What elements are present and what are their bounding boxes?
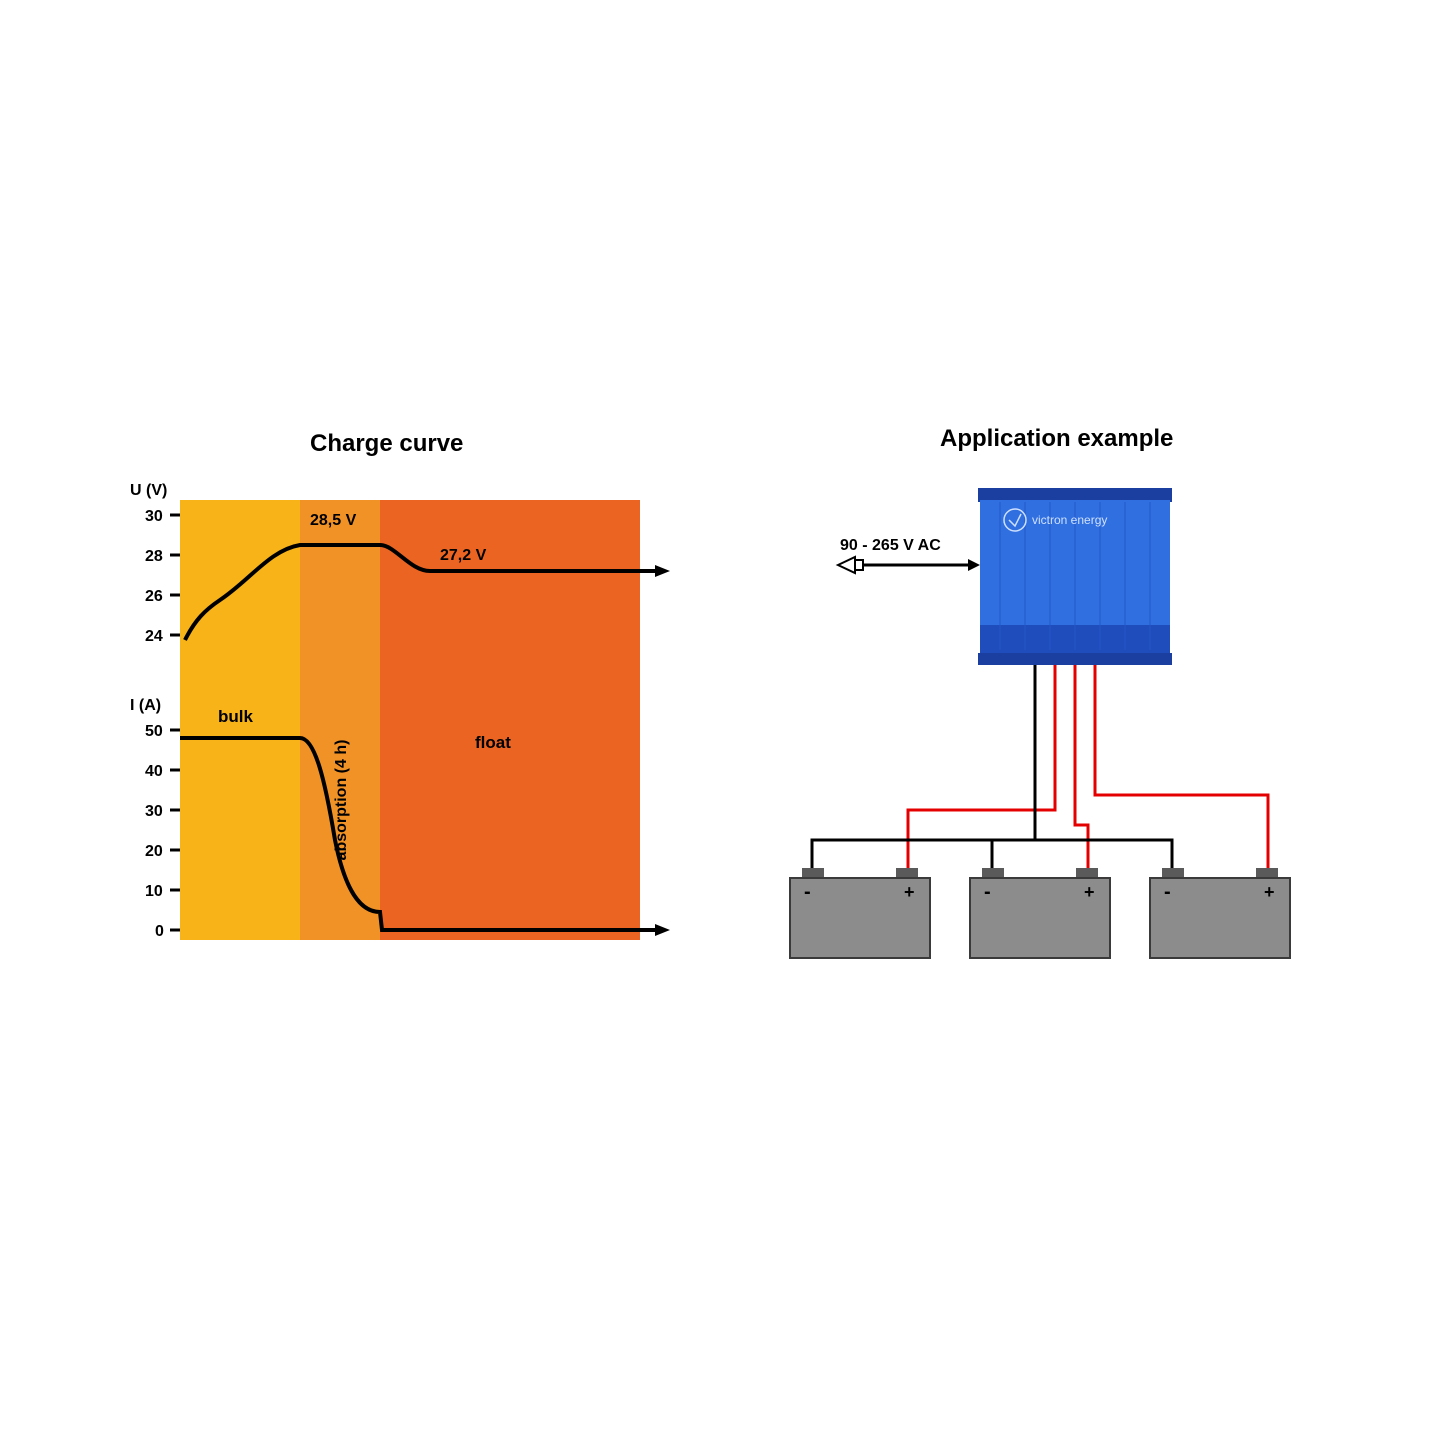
positive-wires — [908, 665, 1268, 875]
phase-absorption-bg — [300, 500, 380, 940]
battery-3-pos: + — [1264, 882, 1275, 902]
current-tick-10: 10 — [145, 883, 163, 900]
battery-2-pos: + — [1084, 882, 1095, 902]
current-axis-label: I (A) — [130, 697, 161, 714]
voltage-tick-28: 28 — [145, 548, 163, 565]
ac-input-label: 90 - 265 V AC — [840, 537, 941, 554]
voltage-arrow — [655, 565, 670, 577]
phase-label-float: float — [475, 733, 511, 752]
battery-1: - + — [790, 868, 930, 958]
battery-1-neg: - — [804, 881, 811, 903]
negative-wires — [812, 665, 1172, 875]
application-diagram: victron energy 90 - 265 V AC — [720, 470, 1360, 1010]
current-tick-50: 50 — [145, 723, 163, 740]
battery-3-neg: - — [1164, 881, 1171, 903]
ac-plug-icon — [838, 557, 980, 573]
current-ticks: 50 40 30 20 10 0 — [145, 723, 180, 940]
voltage-tick-30: 30 — [145, 508, 163, 525]
battery-2: - + — [970, 868, 1110, 958]
current-tick-40: 40 — [145, 763, 163, 780]
voltage-ticks: 30 28 26 24 — [145, 508, 180, 645]
phase-label-absorption: absorption (4 h) — [333, 740, 350, 861]
phase-float-bg — [380, 500, 640, 940]
voltage-tick-24: 24 — [145, 628, 163, 645]
application-example-title: Application example — [940, 425, 1173, 453]
current-tick-30: 30 — [145, 803, 163, 820]
brand-label: victron energy — [1032, 513, 1107, 527]
voltage-axis-label: U (V) — [130, 482, 167, 499]
battery-1-pos: + — [904, 882, 915, 902]
current-arrow — [655, 924, 670, 936]
battery-2-neg: - — [984, 881, 991, 903]
current-tick-20: 20 — [145, 843, 163, 860]
charge-curve-title: Charge curve — [310, 430, 463, 458]
battery-3: - + — [1150, 868, 1290, 958]
voltage-absorption-label: 28,5 V — [310, 512, 357, 529]
phase-label-bulk: bulk — [218, 707, 253, 726]
voltage-float-label: 27,2 V — [440, 547, 487, 564]
current-tick-0: 0 — [155, 923, 164, 940]
voltage-tick-26: 26 — [145, 588, 163, 605]
charge-curve-chart: U (V) 30 28 26 24 28,5 V 27,2 V I (A) 50… — [110, 470, 710, 970]
charger-device: victron energy — [978, 488, 1172, 665]
